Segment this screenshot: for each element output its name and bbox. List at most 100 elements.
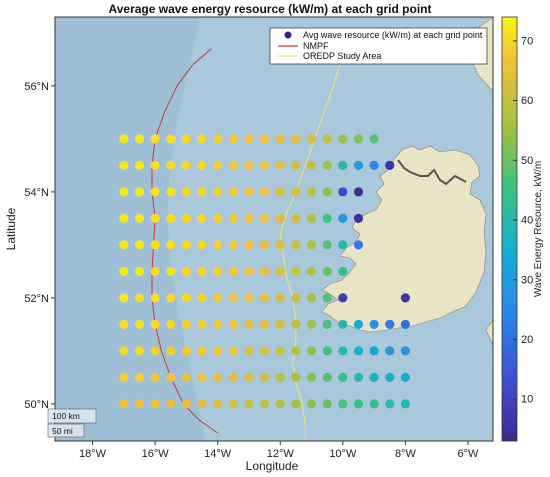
grid-point: [150, 213, 160, 223]
grid-point: [119, 240, 129, 250]
grid-point: [181, 319, 191, 329]
grid-point: [338, 187, 348, 197]
grid-point: [291, 346, 301, 356]
grid-point: [134, 346, 145, 356]
grid-point: [244, 160, 254, 170]
grid-point: [275, 293, 285, 303]
legend-label-oredp: OREDP Study Area: [303, 51, 381, 61]
grid-point: [306, 213, 317, 223]
x-tick-label: 18°W: [79, 448, 107, 460]
grid-point: [228, 319, 238, 329]
grid-point: [291, 213, 301, 223]
grid-point: [338, 160, 348, 170]
grid-point: [291, 399, 301, 409]
ireland-landmass: [321, 145, 487, 333]
plot-frame: [54, 16, 494, 442]
grid-point: [181, 293, 191, 303]
grid-point: [338, 399, 348, 409]
grid-point: [197, 399, 207, 409]
grid-point: [260, 187, 270, 197]
grid-point: [197, 187, 207, 197]
grid-point: [228, 399, 238, 409]
grid-point: [197, 213, 207, 223]
grid-point: [400, 399, 410, 409]
grid-point: [275, 240, 285, 250]
grid-point: [150, 372, 160, 382]
grid-point: [213, 346, 223, 356]
colorbar-tick-label: 40: [521, 215, 533, 227]
grid-point: [322, 346, 332, 356]
grid-point: [134, 134, 145, 144]
grid-point: [353, 160, 364, 170]
scale-bar-km: [47, 408, 97, 424]
grid-point: [291, 160, 301, 170]
grid-point: [338, 293, 348, 303]
grid-point: [166, 134, 176, 144]
grid-point: [213, 213, 223, 223]
grid-point: [306, 293, 317, 303]
grid-point: [338, 240, 348, 250]
grid-point: [134, 372, 145, 382]
grid-point: [150, 160, 160, 170]
grid-point: [291, 187, 301, 197]
grid-point: [213, 187, 223, 197]
colorbar-ticks: 10 20 30 40 50 60 70: [513, 35, 533, 406]
grid-point: [228, 134, 238, 144]
colorbar-label: Wave Energy Resource, kW/m: [533, 161, 544, 297]
oredp-line: [279, 53, 344, 441]
y-tick-label: 52°N: [24, 293, 49, 305]
grid-point: [275, 160, 285, 170]
grid-point: [134, 293, 145, 303]
colorbar: 10 20 30 40 50 60 70 Wave Energy Resource, kW/…: [501, 16, 544, 442]
grid-point: [197, 266, 207, 276]
grid-point: [213, 399, 223, 409]
colorbar-tick-label: 50: [521, 155, 533, 167]
grid-point: [134, 399, 145, 409]
grid-point: [369, 372, 379, 382]
grid-point: [369, 319, 379, 329]
colorbar-tick-label: 20: [521, 334, 533, 346]
grid-point: [150, 319, 160, 329]
legend-dot-symbol: [284, 31, 292, 39]
grid-point: [181, 187, 191, 197]
scale-bar-mi: [47, 423, 85, 438]
grid-point: [197, 134, 207, 144]
grid-point: [150, 346, 160, 356]
grid-point: [228, 293, 238, 303]
x-tick-label: 6°W: [458, 448, 480, 460]
grid-point: [228, 160, 238, 170]
map-area: [55, 17, 493, 441]
y-tick-label: 50°N: [24, 399, 49, 411]
grid-point: [400, 319, 410, 329]
grid-point: [166, 213, 176, 223]
grid-point: [260, 372, 270, 382]
grid-point: [197, 160, 207, 170]
grid-point: [385, 319, 395, 329]
grid-point: [338, 346, 348, 356]
grid-point: [275, 213, 285, 223]
grid-point: [244, 346, 254, 356]
grid-point: [291, 266, 301, 276]
grid-point: [166, 160, 176, 170]
grid-point: [291, 240, 301, 250]
x-axis-ticks: 18°W 16°W 14°W 12°W 10°W 8°W 6°W: [79, 441, 479, 460]
grid-point: [166, 372, 176, 382]
grid-point: [197, 293, 207, 303]
grid-point: [197, 372, 207, 382]
grid-point: [213, 134, 223, 144]
grid-point: [353, 240, 364, 250]
grid-point: [181, 134, 191, 144]
grid-point: [291, 293, 301, 303]
grid-point: [244, 187, 254, 197]
grid-point: [338, 266, 348, 276]
grid-point: [306, 346, 317, 356]
grid-point: [353, 346, 364, 356]
grid-point: [213, 266, 223, 276]
grid-point: [166, 346, 176, 356]
grid-point: [260, 319, 270, 329]
grid-point: [213, 319, 223, 329]
grid-point: [166, 266, 176, 276]
grid-point: [306, 319, 317, 329]
grid-point: [228, 187, 238, 197]
